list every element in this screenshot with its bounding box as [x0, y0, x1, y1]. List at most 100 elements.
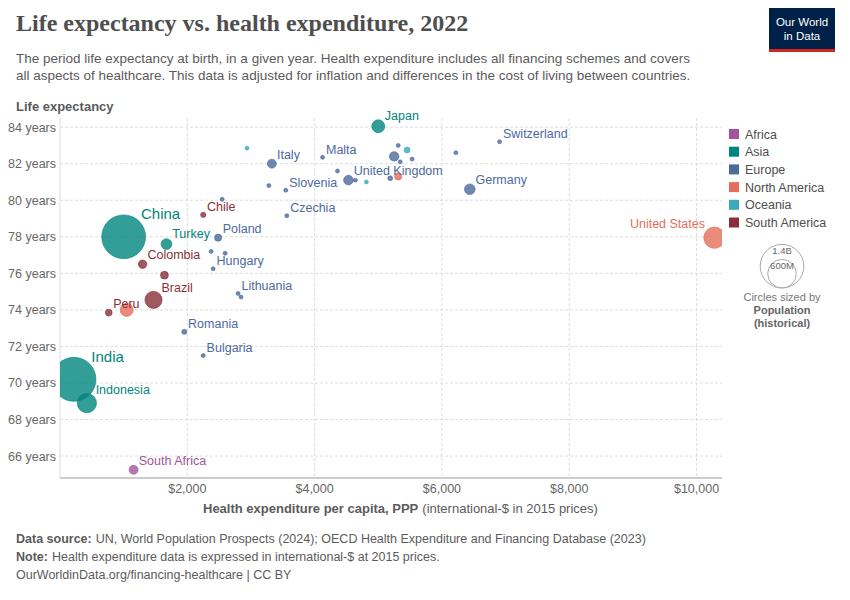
- point-label: Indonesia: [96, 383, 150, 397]
- x-tick-label: $10,000: [674, 482, 719, 496]
- point: [245, 146, 249, 150]
- point: [182, 329, 187, 334]
- legend-label: Oceania: [745, 198, 792, 212]
- url: OurWorldinData.org/financing-healthcare …: [16, 568, 292, 582]
- point: [344, 175, 354, 185]
- y-tick-label: 70 years: [8, 376, 56, 390]
- point-label: Malta: [326, 143, 357, 157]
- note-text: Health expenditure data is expressed in …: [52, 550, 440, 564]
- size-legend-title: Circles sized by: [743, 291, 821, 303]
- source-label: Data source:: [16, 532, 92, 546]
- point: [145, 291, 162, 308]
- point: [396, 143, 400, 147]
- point-label: Bulgaria: [207, 341, 253, 355]
- point: [239, 295, 243, 299]
- x-tick-label: $2,000: [168, 482, 206, 496]
- legend-swatch: [729, 147, 739, 157]
- y-tick-label: 66 years: [8, 450, 56, 464]
- point: [201, 354, 205, 358]
- y-grid-line: [60, 309, 722, 310]
- y-grid-line: [60, 236, 722, 237]
- y-tick-label: 74 years: [8, 303, 56, 317]
- y-grid-line: [60, 382, 722, 383]
- point: [267, 184, 271, 188]
- legend-label: South America: [745, 216, 826, 230]
- point: [372, 120, 385, 133]
- logo-underline: [769, 49, 835, 52]
- point-label: Slovenia: [289, 176, 337, 190]
- point: [77, 393, 96, 412]
- point: [211, 267, 215, 271]
- point: [353, 178, 357, 182]
- x-axis-label-main: Health expenditure per capita, PPP: [203, 501, 419, 516]
- size-legend-variable: Population: [754, 304, 811, 316]
- point: [105, 309, 112, 316]
- point: [138, 260, 146, 268]
- size-legend: 1.4B600MCircles sized byPopulation(histo…: [743, 244, 821, 329]
- point: [161, 271, 169, 279]
- point-label: Romania: [188, 317, 238, 331]
- source: Data source: UN, World Population Prospec…: [16, 532, 646, 546]
- page: {"chart_data": { "type": "scatter", "tit…: [0, 0, 850, 600]
- point: [404, 147, 410, 153]
- point: [102, 215, 146, 259]
- point-label: China: [141, 205, 181, 222]
- point-label: Switzerland: [503, 127, 568, 141]
- point: [285, 214, 289, 218]
- point: [364, 180, 368, 184]
- y-tick-label: 76 years: [8, 267, 56, 281]
- legend-swatch: [729, 129, 739, 139]
- point: [454, 151, 458, 155]
- point-labels: South AfricaChinaIndiaIndonesiaJapanTurk…: [91, 109, 705, 468]
- point: [464, 184, 475, 195]
- logo-text: in Data: [784, 30, 821, 42]
- note: Note:Health expenditure data is expresse…: [16, 550, 440, 564]
- size-legend-circle: [760, 244, 804, 288]
- point-label: Colombia: [148, 248, 201, 262]
- point-label: Chile: [207, 200, 236, 214]
- point-label: Turkey: [172, 227, 210, 241]
- size-legend-label: 1.4B: [772, 245, 792, 256]
- y-grid-line: [60, 200, 722, 201]
- point: [410, 157, 414, 161]
- point: [209, 249, 213, 253]
- point-label: Poland: [223, 222, 262, 236]
- title: Life expectancy vs. health expenditure, …: [16, 10, 468, 36]
- y-grid-line: [60, 127, 722, 128]
- point-label: Peru: [113, 297, 139, 311]
- legend: AfricaAsiaEuropeNorth AmericaOceaniaSout…: [729, 128, 826, 231]
- chart: Life expectancy vs. health expenditure, …: [0, 0, 850, 600]
- x-grid-line: [314, 118, 315, 478]
- y-grid-line: [60, 273, 722, 274]
- point-label: United States: [630, 217, 705, 231]
- y-tick-label: 72 years: [8, 340, 56, 354]
- point: [201, 212, 206, 217]
- point: [284, 188, 288, 192]
- legend-swatch: [729, 200, 739, 210]
- point: [321, 155, 325, 159]
- point-label: Czechia: [290, 201, 335, 215]
- point: [389, 152, 398, 161]
- grid: [60, 118, 722, 478]
- subtitle: The period life expectancy at birth, in …: [16, 51, 690, 66]
- point: [215, 234, 222, 241]
- x-grid-line: [569, 118, 570, 478]
- x-tick-label: $4,000: [295, 482, 333, 496]
- x-grid-line: [696, 118, 697, 478]
- point: [236, 291, 240, 295]
- source-text: UN, World Population Prospects (2024); O…: [96, 532, 646, 546]
- point-label: Hungary: [217, 254, 265, 268]
- point-label: Brazil: [162, 281, 193, 295]
- y-tick-label: 84 years: [8, 121, 56, 135]
- points: [60, 120, 722, 475]
- point-label: United Kingdom: [354, 164, 443, 178]
- legend-label: Europe: [745, 163, 785, 177]
- legend-label: Africa: [745, 128, 777, 142]
- x-axis-line: [60, 478, 722, 479]
- y-tick-label: 80 years: [8, 194, 56, 208]
- x-axis-label: Health expenditure per capita, PPP(inter…: [203, 501, 598, 516]
- x-tick-label: $6,000: [423, 482, 461, 496]
- point: [498, 140, 502, 144]
- y-tick-label: 78 years: [8, 230, 56, 244]
- point: [335, 169, 339, 173]
